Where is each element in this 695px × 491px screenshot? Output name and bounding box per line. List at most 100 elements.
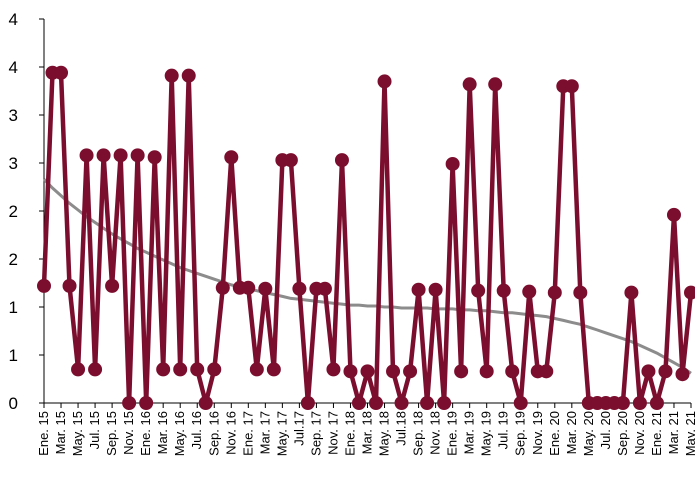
- x-tick-label: Sep. 19: [513, 411, 528, 456]
- data-point: [625, 286, 638, 299]
- data-point: [659, 365, 672, 378]
- x-tick-label: Nov. 20: [632, 411, 647, 455]
- x-tick-label: Sep. 16: [206, 411, 221, 456]
- data-point: [438, 397, 451, 410]
- data-point: [616, 397, 629, 410]
- data-point: [378, 75, 391, 88]
- data-point: [225, 151, 238, 164]
- data-point: [55, 66, 68, 79]
- x-tick-label: Sep. 15: [104, 411, 119, 456]
- x-tick-label: Jul.17: [291, 411, 306, 446]
- data-point: [327, 363, 340, 376]
- data-point: [250, 363, 263, 376]
- series-layer: [44, 73, 691, 403]
- data-point: [463, 78, 476, 91]
- y-tick-label: 4: [9, 58, 18, 77]
- x-tick-label: Mar. 20: [564, 411, 579, 454]
- data-point: [667, 208, 680, 221]
- data-point: [523, 285, 536, 298]
- data-point: [455, 365, 468, 378]
- x-tick-label: Jul. 15: [87, 411, 102, 449]
- data-point: [80, 149, 93, 162]
- x-tick-label: Nov. 16: [223, 411, 238, 455]
- data-point: [140, 397, 153, 410]
- data-point: [676, 368, 689, 381]
- data-point: [191, 363, 204, 376]
- data-point: [123, 397, 136, 410]
- x-tick-label: Mar. 21: [666, 411, 681, 454]
- x-tick-label: Sep. 18: [411, 411, 426, 456]
- data-point: [318, 282, 331, 295]
- data-point: [114, 149, 127, 162]
- data-point: [506, 365, 519, 378]
- data-point: [106, 279, 119, 292]
- data-point: [446, 157, 459, 170]
- data-point: [165, 69, 178, 82]
- data-point: [370, 397, 383, 410]
- y-tick-label: 1: [9, 298, 18, 317]
- y-tick-label: 3: [9, 154, 18, 173]
- data-point: [395, 397, 408, 410]
- data-point: [199, 397, 212, 410]
- data-point: [293, 282, 306, 295]
- x-tick-label: Ene. 15: [36, 411, 51, 456]
- y-tick-label: 1: [9, 346, 18, 365]
- x-tick-label: Mar. 17: [257, 411, 272, 454]
- data-point: [344, 365, 357, 378]
- x-tick-label: Ene. 18: [342, 411, 357, 456]
- data-point: [63, 279, 76, 292]
- y-tick-label: 2: [9, 250, 18, 269]
- data-point: [412, 283, 425, 296]
- data-point: [404, 365, 417, 378]
- x-tick-label: May. 19: [479, 411, 494, 456]
- x-tick-label: Nov. 17: [325, 411, 340, 455]
- data-point: [548, 286, 561, 299]
- x-tick-label: Ene. 20: [547, 411, 562, 456]
- data-point: [267, 363, 280, 376]
- data-point: [361, 365, 374, 378]
- x-tick-label: Jul. 19: [496, 411, 511, 449]
- x-tick-label: Nov. 15: [121, 411, 136, 455]
- data-point: [421, 397, 434, 410]
- x-tick-label: Ene. 19: [445, 411, 460, 456]
- x-tick-label: Jul.18: [394, 411, 409, 446]
- y-tick-label: 0: [9, 394, 18, 413]
- y-tick-label: 2: [9, 202, 18, 221]
- data-point: [259, 282, 272, 295]
- x-tick-label: May. 20: [581, 411, 596, 456]
- x-tick-label: May. 16: [172, 411, 187, 456]
- data-point: [540, 365, 553, 378]
- data-point: [565, 80, 578, 93]
- data-point: [497, 284, 510, 297]
- x-tick-label: Mar. 19: [462, 411, 477, 454]
- data-point: [97, 149, 110, 162]
- x-tick-label: Mar. 15: [53, 411, 68, 454]
- x-tick-label: May. 17: [274, 411, 289, 456]
- data-point: [89, 363, 102, 376]
- x-tick-label: May. 18: [377, 411, 392, 456]
- data-point: [242, 281, 255, 294]
- data-point: [131, 149, 144, 162]
- x-tick-label: Mar. 16: [155, 411, 170, 454]
- data-point: [148, 151, 161, 164]
- y-tick-label: 4: [9, 10, 18, 29]
- x-tick-label: May. 21: [683, 411, 695, 456]
- x-tick-label: Mar. 18: [360, 411, 375, 454]
- x-tick-label: May. 15: [70, 411, 85, 456]
- data-point: [574, 286, 587, 299]
- data-point: [633, 397, 646, 410]
- data-point: [182, 69, 195, 82]
- data-point: [514, 397, 527, 410]
- x-tick-label: Nov. 19: [530, 411, 545, 455]
- x-tick-label: Nov. 18: [428, 411, 443, 455]
- x-tick-label: Ene. 16: [138, 411, 153, 456]
- data-point: [157, 363, 170, 376]
- data-point: [284, 154, 297, 167]
- data-point: [38, 279, 51, 292]
- x-tick-label: Jul. 16: [189, 411, 204, 449]
- data-point: [387, 365, 400, 378]
- data-point: [216, 281, 229, 294]
- data-point: [472, 284, 485, 297]
- x-tick-label: Ene. 17: [240, 411, 255, 456]
